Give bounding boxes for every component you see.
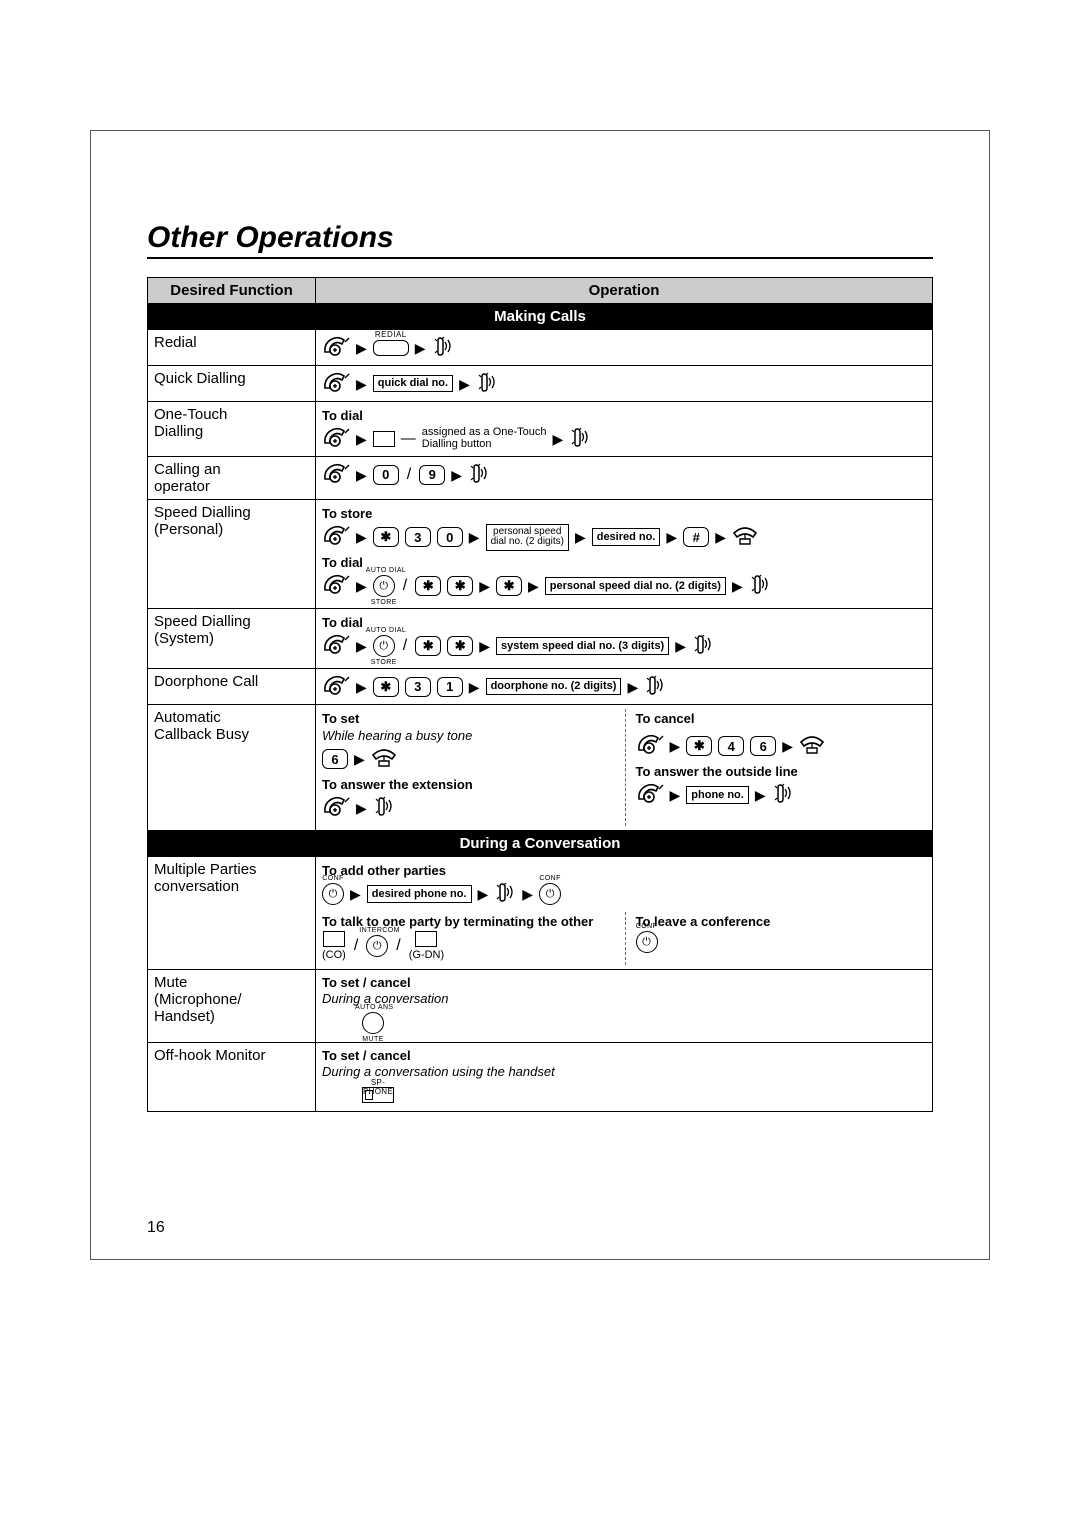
co-button: [323, 931, 345, 947]
table-row: One-TouchDialling To dial ▶ — assigned a…: [148, 402, 933, 457]
page: Other Operations Desired Function Operat…: [90, 130, 990, 1260]
key-star: ✱: [496, 576, 522, 596]
key-1: 1: [437, 677, 463, 697]
page-number: 16: [147, 1219, 165, 1237]
table-row: Speed Dialling(Personal) To store ▶ ✱ 3 …: [148, 500, 933, 609]
auto-dial-button: AUTO DIAL⏻STORE: [373, 635, 395, 657]
off-hook-icon: [322, 572, 350, 600]
redial-button: REDIAL: [373, 340, 409, 356]
section-during: During a Conversation: [148, 831, 933, 857]
key-star: ✱: [447, 636, 473, 656]
desired-phone-box: desired phone no.: [367, 885, 472, 903]
table-row: Doorphone Call ▶ ✱ 3 1 ▶ doorphone no. (…: [148, 669, 933, 705]
arrow-icon: ▶: [415, 341, 426, 355]
off-hook-icon: [322, 794, 350, 822]
note: assigned as a One-TouchDialling button: [422, 427, 547, 450]
off-hook-icon: [322, 334, 350, 361]
func-callback: AutomaticCallback Busy: [148, 705, 316, 831]
operations-table: Desired Function Operation Making Calls …: [147, 277, 933, 1112]
talk-icon: [644, 673, 666, 700]
key-6: 6: [750, 736, 776, 756]
conf-button: CONF⏻: [636, 931, 658, 953]
personal-speed-box: personal speeddial no. (2 digits): [486, 524, 569, 551]
gdn-button: [415, 931, 437, 947]
on-hook-icon: [371, 745, 397, 773]
key-3: 3: [405, 527, 431, 547]
talk-icon: [692, 632, 714, 660]
desired-no-box: desired no.: [592, 528, 661, 546]
sp-phone-button: SP-PHONE: [362, 1087, 394, 1103]
func-mute: Mute(Microphone/Handset): [148, 970, 316, 1043]
off-hook-icon: [636, 732, 664, 760]
one-touch-button: [373, 431, 395, 447]
on-hook-icon: [799, 732, 825, 760]
table-header-row: Desired Function Operation: [148, 278, 933, 304]
talk-icon: [468, 461, 490, 488]
key-3: 3: [405, 677, 431, 697]
key-star: ✱: [415, 636, 441, 656]
conf-button: CONF⏻: [322, 883, 344, 905]
table-row: Speed Dialling(System) To dial ▶ AUTO DI…: [148, 609, 933, 669]
func-doorphone: Doorphone Call: [148, 669, 316, 705]
talk-icon: [373, 794, 395, 822]
sublabel: To dial: [322, 408, 926, 423]
system-speed-box: system speed dial no. (3 digits): [496, 637, 669, 655]
table-row: Quick Dialling ▶ quick dial no. ▶: [148, 366, 933, 402]
off-hook-icon: [322, 632, 350, 660]
col-operation: Operation: [316, 278, 933, 304]
func-quick-dial: Quick Dialling: [148, 366, 316, 402]
talk-icon: [772, 781, 794, 809]
page-title: Other Operations: [147, 221, 933, 259]
func-multi: Multiple Partiesconversation: [148, 857, 316, 970]
conf-button: CONF⏻: [539, 883, 561, 905]
func-speed-system: Speed Dialling(System): [148, 609, 316, 669]
talk-icon: [476, 370, 498, 397]
auto-dial-button: AUTO DIAL⏻STORE: [373, 575, 395, 597]
talk-icon: [432, 334, 454, 361]
func-redial: Redial: [148, 330, 316, 366]
key-star: ✱: [373, 527, 399, 547]
table-row: Redial ▶ REDIAL ▶: [148, 330, 933, 366]
key-star: ✱: [686, 736, 712, 756]
key-9: 9: [419, 465, 445, 485]
mute-button: AUTO ANSMUTE: [362, 1012, 384, 1034]
table-row: Mute(Microphone/Handset) To set / cancel…: [148, 970, 933, 1043]
arrow-icon: ▶: [356, 341, 367, 355]
off-hook-icon: [322, 673, 350, 700]
off-hook-icon: [636, 781, 664, 809]
talk-icon: [749, 572, 771, 600]
func-offhook-monitor: Off-hook Monitor: [148, 1043, 316, 1112]
phone-no-box: phone no.: [686, 786, 749, 804]
table-row: Calling anoperator ▶ 0 / 9 ▶: [148, 457, 933, 500]
talk-icon: [569, 425, 591, 452]
off-hook-icon: [322, 370, 350, 397]
quick-dial-no-box: quick dial no.: [373, 375, 453, 392]
doorphone-no-box: doorphone no. (2 digits): [486, 678, 622, 695]
off-hook-icon: [322, 523, 350, 551]
key-0: 0: [437, 527, 463, 547]
key-0: 0: [373, 465, 399, 485]
table-row: AutomaticCallback Busy To set While hear…: [148, 705, 933, 831]
intercom-button: INTERCOM⏻: [366, 935, 388, 957]
on-hook-icon: [732, 523, 758, 551]
key-star: ✱: [373, 677, 399, 697]
key-star: ✱: [415, 576, 441, 596]
table-row: Off-hook Monitor To set / cancel During …: [148, 1043, 933, 1112]
col-desired: Desired Function: [148, 278, 316, 304]
func-speed-personal: Speed Dialling(Personal): [148, 500, 316, 609]
section-making-calls: Making Calls: [148, 304, 933, 330]
key-6: 6: [322, 749, 348, 769]
table-row: Multiple Partiesconversation To add othe…: [148, 857, 933, 970]
func-one-touch: One-TouchDialling: [148, 402, 316, 457]
func-operator: Calling anoperator: [148, 457, 316, 500]
key-star: ✱: [447, 576, 473, 596]
key-hash: #: [683, 527, 709, 547]
personal-speed-2-box: personal speed dial no. (2 digits): [545, 577, 726, 595]
talk-icon: [494, 880, 516, 908]
off-hook-icon: [322, 425, 350, 452]
key-4: 4: [718, 736, 744, 756]
off-hook-icon: [322, 461, 350, 488]
